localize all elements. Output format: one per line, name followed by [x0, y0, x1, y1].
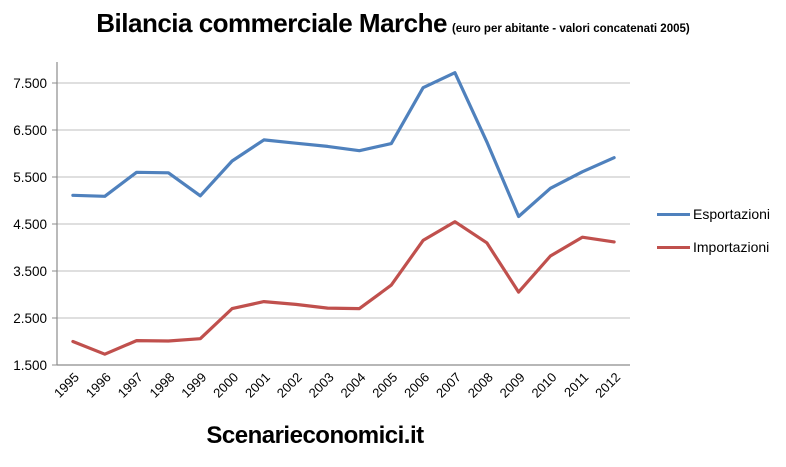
y-tick-label: 1.500: [13, 358, 47, 373]
esportazioni-line-swatch: [657, 212, 690, 216]
x-tick-label: 2005: [369, 370, 400, 401]
x-tick-label: 2012: [592, 370, 623, 401]
y-tick-label: 6.500: [13, 123, 47, 138]
x-tick-label: 2001: [242, 370, 273, 401]
x-tick-label: 1998: [146, 370, 177, 401]
x-tick-label: 2008: [465, 370, 496, 401]
watermark-text: Scenarieconomici.it: [206, 422, 424, 449]
y-tick-label: 7.500: [13, 76, 47, 91]
x-tick-label: 1997: [115, 370, 146, 401]
legend-item-importazioni: Importazioni: [657, 239, 770, 255]
importazioni-line-swatch: [657, 245, 690, 249]
legend-label-importazioni: Importazioni: [693, 239, 770, 255]
x-tick-label: 2002: [274, 370, 305, 401]
x-tick-label: 2003: [306, 370, 337, 401]
y-tick-label: 3.500: [13, 264, 47, 279]
x-tick-label: 1996: [83, 370, 114, 401]
series-line-esportazioni: [71, 71, 616, 219]
series-line-importazioni: [71, 220, 616, 356]
x-tick-label: 1995: [51, 370, 82, 401]
x-tick-label: 2000: [210, 370, 241, 401]
y-tick-label: 2.500: [13, 311, 47, 326]
x-tick-label: 2010: [528, 370, 559, 401]
chart-title-block: Bilancia commerciale Marche (euro per ab…: [0, 8, 786, 39]
legend: Esportazioni Importazioni: [657, 206, 770, 255]
x-tick-label: 2006: [401, 370, 432, 401]
x-tick-label: 2004: [337, 370, 368, 401]
y-tick-label: 5.500: [13, 170, 47, 185]
chart-subtitle: (euro per abitante - valori concatenati …: [451, 23, 690, 35]
x-tick-label: 1999: [178, 370, 209, 401]
x-tick-label: 2009: [497, 370, 528, 401]
y-tick-label: 4.500: [13, 217, 47, 232]
x-tick-label: 2007: [433, 370, 464, 401]
x-tick-label: 2011: [561, 370, 591, 400]
legend-label-esportazioni: Esportazioni: [693, 206, 771, 222]
chart-title: Bilancia commerciale Marche: [96, 8, 447, 38]
legend-item-esportazioni: Esportazioni: [657, 206, 770, 222]
